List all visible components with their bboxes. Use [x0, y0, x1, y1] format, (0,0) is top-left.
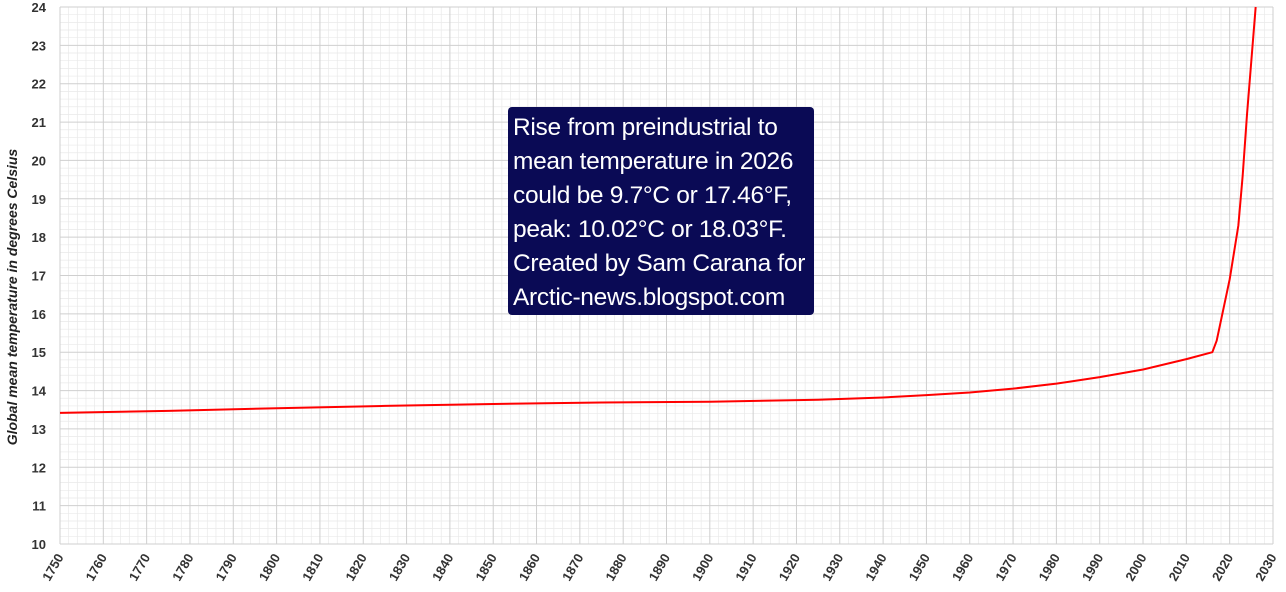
x-tick-label: 1890 — [646, 551, 673, 584]
series-layer — [59, 6, 1257, 414]
annotation-line-3: could be 9.7°C or 17.46°F, — [513, 182, 792, 209]
x-tick-label: 1910 — [732, 551, 759, 584]
x-tick-label: 1980 — [1036, 551, 1063, 584]
x-tick-label: 2020 — [1209, 551, 1236, 584]
x-tick-label: 1990 — [1079, 551, 1106, 584]
y-tick-label: 17 — [32, 269, 46, 284]
y-tick-label: 10 — [32, 537, 46, 552]
x-tick-label: 1820 — [342, 551, 369, 584]
y-tick-label: 11 — [32, 499, 46, 514]
annotation-line-6: Arctic-news.blogspot.com — [513, 284, 785, 311]
annotation-box: Rise from preindustrial to mean temperat… — [508, 107, 814, 315]
x-tick-label: 1880 — [602, 551, 629, 584]
x-tick-label: 1770 — [126, 551, 153, 584]
y-tick-label: 22 — [32, 77, 46, 92]
annotation-line-5: Created by Sam Carana for — [513, 250, 806, 277]
x-tick-label: 2010 — [1166, 551, 1193, 584]
x-tick-label: 1840 — [429, 551, 456, 584]
x-tick-label: 1850 — [472, 551, 499, 584]
y-tick-label: 21 — [32, 115, 46, 130]
y-tick-label: 13 — [32, 422, 46, 437]
x-tick-label: 1870 — [559, 551, 586, 584]
x-tick-label: 1750 — [39, 551, 66, 584]
x-tick-label: 1780 — [169, 551, 196, 584]
y-tick-label: 23 — [32, 38, 46, 53]
y-tick-label: 24 — [32, 0, 47, 15]
annotation-line-2: mean temperature in 2026 — [513, 148, 794, 175]
series-line-1 — [59, 6, 1257, 414]
x-tick-label: 2000 — [1122, 551, 1149, 584]
y-tick-label: 12 — [32, 460, 46, 475]
x-tick-label: 1760 — [82, 551, 109, 584]
y-axis-ticks: 10 11 12 13 14 15 16 17 18 19 20 21 22 23 24 — [32, 0, 47, 552]
y-tick-label: 18 — [32, 230, 46, 245]
x-tick-label: 1800 — [256, 551, 283, 584]
x-tick-label: 1830 — [386, 551, 413, 584]
x-tick-label: 1810 — [299, 551, 326, 584]
y-tick-label: 16 — [32, 307, 46, 322]
x-tick-label: 1970 — [992, 551, 1019, 584]
x-tick-label: 1960 — [949, 551, 976, 584]
y-axis-title: Global mean temperature in degrees Celsi… — [4, 149, 20, 446]
y-tick-label: 19 — [32, 192, 46, 207]
y-tick-label: 20 — [32, 153, 46, 168]
x-tick-label: 1860 — [516, 551, 543, 584]
y-tick-label: 14 — [32, 384, 47, 399]
y-tick-label: 15 — [32, 345, 46, 360]
x-tick-label: 1790 — [212, 551, 239, 584]
annotation-line-4: peak: 10.02°C or 18.03°F. — [513, 216, 787, 243]
major-gridlines — [59, 6, 1274, 545]
x-tick-label: 2030 — [1252, 551, 1279, 584]
x-tick-label: 1940 — [862, 551, 889, 584]
x-tick-label: 1920 — [776, 551, 803, 584]
annotation-line-1: Rise from preindustrial to — [513, 114, 778, 141]
x-axis-ticks: 1750 1760 1770 1780 1790 1800 1810 1820 1830 1840… — [39, 551, 1279, 584]
x-tick-label: 1900 — [689, 551, 716, 584]
x-tick-label: 1950 — [906, 551, 933, 584]
x-tick-label: 1930 — [819, 551, 846, 584]
